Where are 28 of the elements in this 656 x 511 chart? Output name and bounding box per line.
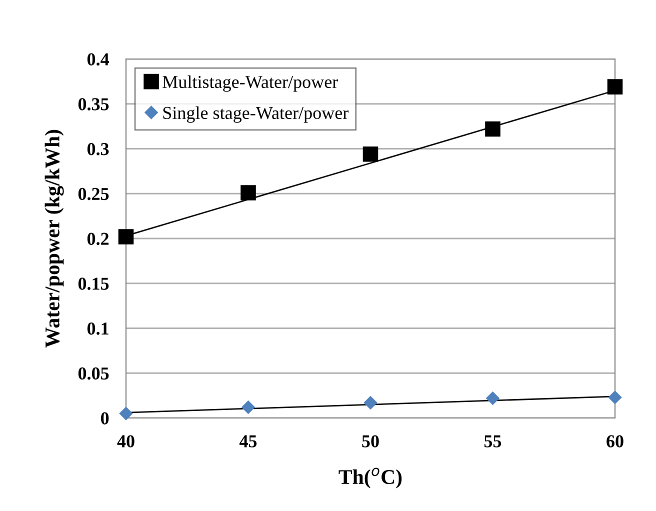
- y-tick-label: 0.35: [78, 98, 109, 110]
- y-tick-label: 0.4: [87, 53, 109, 66]
- point: [607, 79, 623, 94]
- x-tick-label: 50: [362, 435, 379, 448]
- legend-label: Single stage-Water/power: [163, 106, 349, 123]
- x-tick-label: 45: [239, 435, 257, 448]
- y-tick-label: 0.1: [87, 322, 108, 335]
- point: [240, 185, 256, 200]
- point: [362, 146, 378, 162]
- point: [486, 392, 500, 405]
- y-tick-label: 0.15: [78, 278, 109, 290]
- y-tick-label: 0: [100, 412, 109, 424]
- x-tick-label: 55: [484, 435, 502, 448]
- point: [242, 400, 255, 414]
- y-tick-label: 0.05: [78, 367, 109, 380]
- x-tick-label: 60: [606, 435, 624, 448]
- legend-label: Multistage-Water/power: [162, 75, 338, 92]
- point: [119, 406, 133, 420]
- point: [485, 121, 500, 137]
- y-tick-label: 0.25: [78, 188, 109, 200]
- y-tick-label: 0.2: [87, 232, 109, 246]
- point: [364, 396, 378, 410]
- y-axis-title: Water/popwer (kg/kWh): [44, 130, 64, 348]
- y-tick-label: 0.3: [87, 143, 109, 156]
- x-tick-label: 40: [117, 435, 134, 448]
- x-axis-title: Th($^{o}$C): [338, 468, 402, 488]
- point: [608, 390, 622, 404]
- point: [118, 229, 134, 244]
